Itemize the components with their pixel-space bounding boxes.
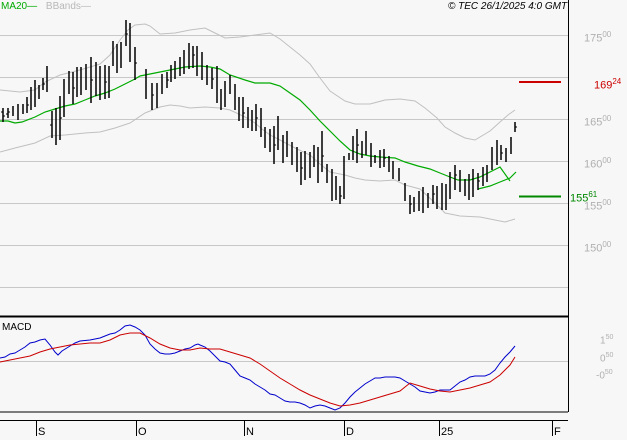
price-label-16000: 16000: [584, 156, 612, 171]
macd-label-neg050: -050: [596, 369, 613, 382]
legend-bbands: BBands—: [45, 1, 91, 12]
x-label-sep: S: [38, 426, 46, 438]
ohlc-ticks: [1, 33, 517, 205]
copyright-timestamp: © TEC 26/1/2025 4:0 GMT: [448, 1, 568, 12]
ma20-line: [0, 65, 511, 182]
x-label-nov: N: [246, 426, 254, 438]
price-label-16500: 16500: [584, 114, 612, 129]
x-label-oct: O: [138, 426, 147, 438]
macd-line: [0, 324, 516, 411]
support-label: 15561: [570, 190, 598, 205]
x-label-dec: D: [346, 426, 354, 438]
macd-signal-line: [0, 332, 516, 407]
macd-label-050: 050: [600, 352, 614, 365]
price-label-15500: 15500: [584, 198, 612, 213]
price-label-15000: 15000: [584, 240, 612, 255]
x-label-2025: 25: [441, 426, 454, 438]
x-label-feb: F: [554, 426, 561, 438]
chart-legend: MA20— BBands—: [1, 1, 91, 12]
price-label-17500: 17500: [584, 30, 612, 45]
legend-ma20: MA20—: [1, 1, 38, 12]
resistance-label: 16924: [594, 77, 622, 92]
macd-title: MACD: [2, 322, 32, 333]
ohlc-bars: [2, 20, 516, 214]
x-axis: [0, 420, 568, 436]
macd-label-150: 150: [600, 334, 614, 347]
price-gridlines: [0, 35, 568, 288]
